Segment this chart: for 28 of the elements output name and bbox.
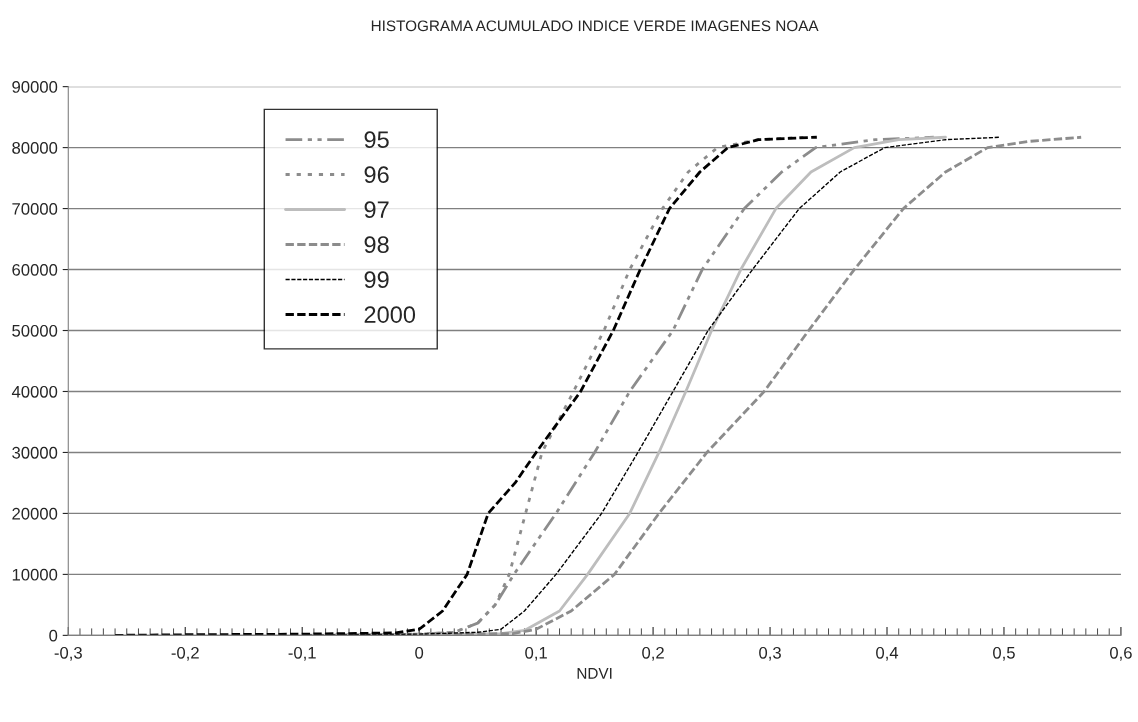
legend-label: 98	[364, 236, 389, 253]
y-tick-label: 0	[49, 629, 58, 642]
y-tick-label: 40000	[11, 385, 58, 398]
x-tick-label: 0,6	[1110, 646, 1132, 661]
legend-label: 97	[364, 201, 389, 219]
legend-label: 95	[364, 131, 389, 149]
x-tick-label: -0,3	[54, 646, 82, 661]
legend-label: 96	[364, 166, 389, 184]
x-tick-label: 0	[415, 646, 424, 659]
y-tick-label: 30000	[12, 446, 58, 459]
x-tick-label: 0,5	[993, 646, 1015, 661]
y-tick-label: 70000	[12, 202, 58, 215]
y-tick-label: 90000	[12, 81, 58, 93]
x-axis-title: NDVI	[577, 668, 612, 679]
x-tick-label: -0,1	[288, 646, 316, 661]
x-tick-label: 0,2	[642, 646, 664, 661]
y-tick-label: 10000	[12, 568, 58, 581]
legend-label: 2000	[364, 306, 416, 323]
x-tick-label: 0,4	[876, 646, 899, 661]
x-tick-label: 0,1	[525, 646, 547, 661]
chart-title: HISTOGRAMA ACUMULADO INDICE VERDE IMAGENES NOAA	[371, 20, 819, 32]
y-tick-label: 80000	[12, 142, 58, 154]
y-tick-label: 50000	[12, 324, 58, 337]
y-tick-label: 20000	[12, 507, 58, 520]
x-tick-label: -0,2	[171, 646, 199, 661]
y-tick-label: 60000	[12, 263, 58, 276]
legend-label: 99	[364, 271, 389, 288]
x-tick-label: 0,3	[759, 646, 781, 661]
